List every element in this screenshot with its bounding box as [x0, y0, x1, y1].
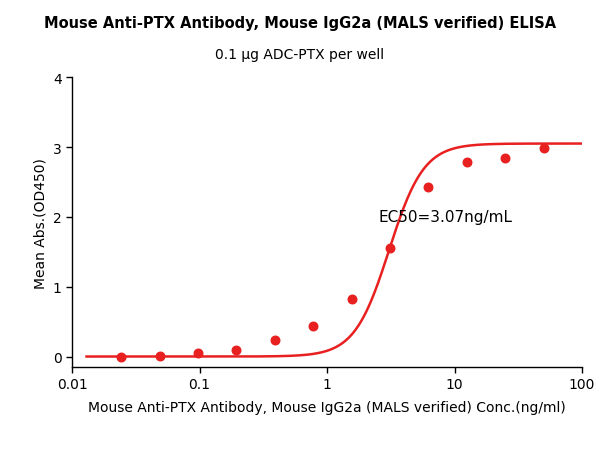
- Point: [462, 159, 472, 167]
- Point: [193, 349, 203, 357]
- Point: [116, 354, 126, 361]
- Point: [539, 146, 548, 153]
- Point: [155, 353, 164, 360]
- Point: [347, 296, 356, 303]
- Point: [424, 184, 433, 191]
- Point: [270, 336, 280, 344]
- Text: Mouse Anti-PTX Antibody, Mouse IgG2a (MALS verified) ELISA: Mouse Anti-PTX Antibody, Mouse IgG2a (MA…: [44, 16, 556, 31]
- Point: [500, 155, 510, 162]
- Point: [385, 244, 395, 252]
- Text: EC50=3.07ng/mL: EC50=3.07ng/mL: [378, 209, 512, 224]
- Point: [232, 347, 241, 354]
- X-axis label: Mouse Anti-PTX Antibody, Mouse IgG2a (MALS verified) Conc.(ng/ml): Mouse Anti-PTX Antibody, Mouse IgG2a (MA…: [88, 400, 566, 414]
- Point: [308, 323, 318, 330]
- Text: 0.1 μg ADC-PTX per well: 0.1 μg ADC-PTX per well: [215, 48, 385, 62]
- Y-axis label: Mean Abs.(OD450): Mean Abs.(OD450): [33, 157, 47, 288]
